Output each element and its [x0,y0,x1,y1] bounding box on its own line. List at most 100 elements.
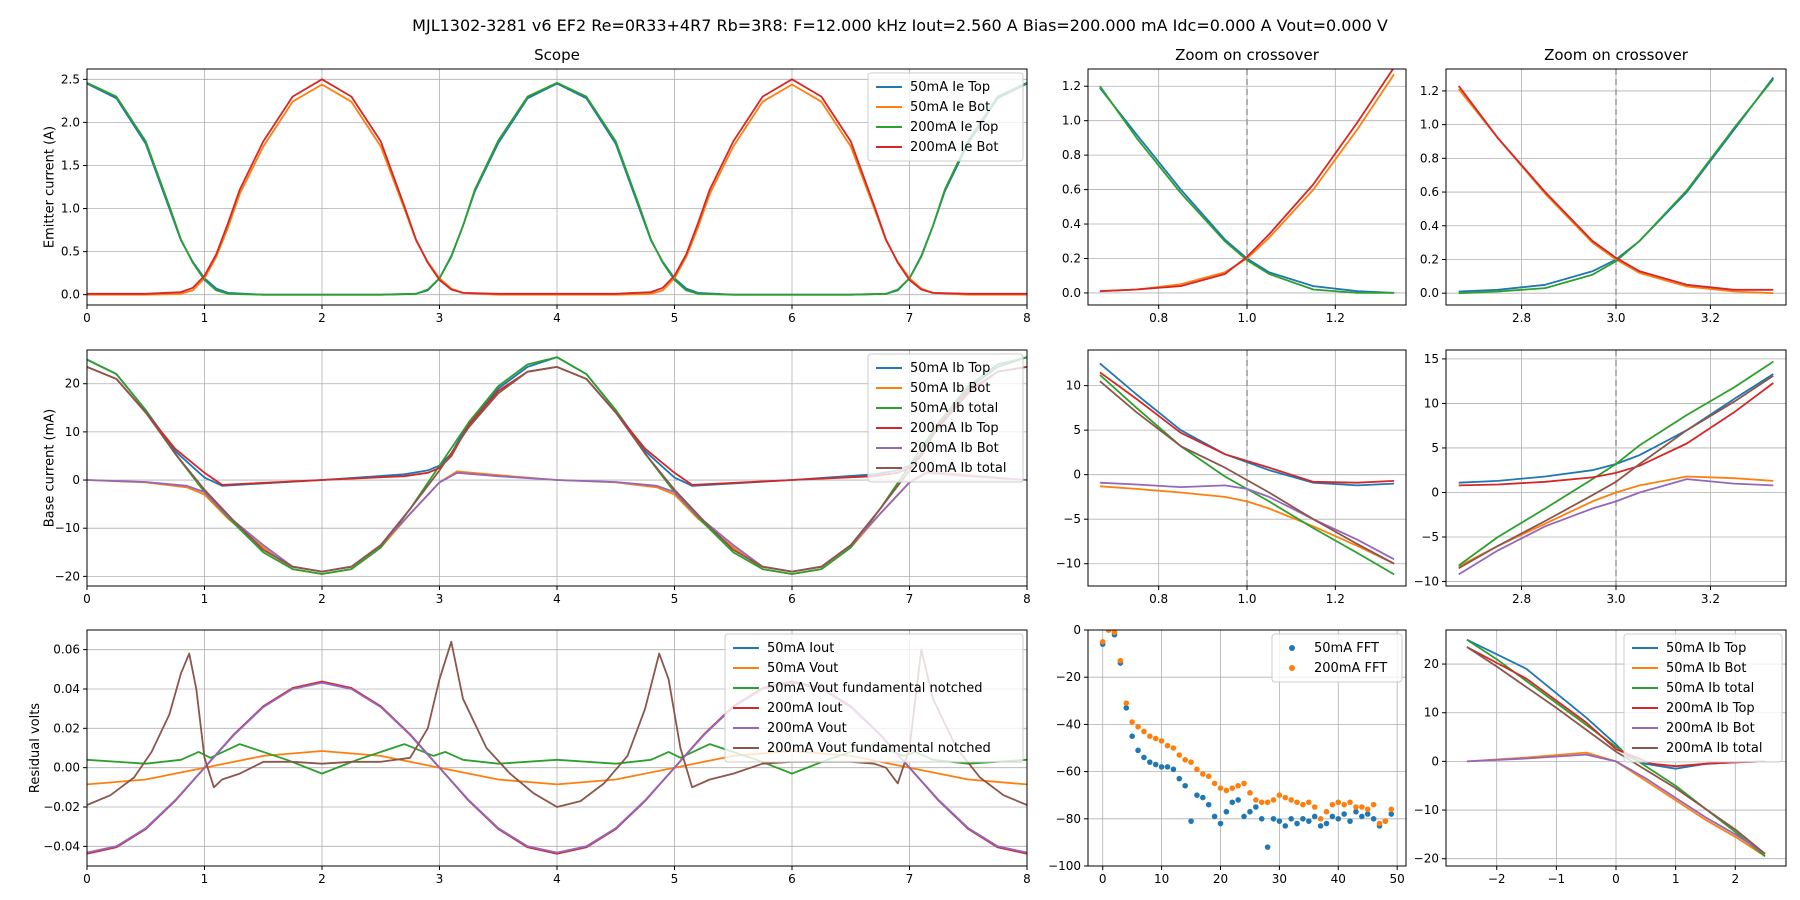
x-tick-label: 4 [553,872,561,886]
plot-area [1099,362,1395,576]
legend-box [724,633,1024,763]
legend-label: 50mA Vout fundamental notched [767,681,982,696]
data-point [1117,657,1124,664]
y-tick-label: −40 [1056,717,1081,731]
legend-box [1623,633,1783,763]
legend-label: 50mA Ib total [910,401,998,416]
chart-emitter-scope: 0 1 2 3 4 5 6 7 8 0.0 0.5 1.0 1.5 2.0 2.5 Scope Emitter … [42,46,1030,325]
y-tick-label: −5 [1421,530,1439,544]
y-tick-label: −80 [1056,812,1081,826]
x-tick-label: 6 [788,592,796,606]
data-point [1123,700,1130,706]
data-point [1105,630,1112,633]
data-point [1188,818,1194,824]
y-tick-label: −20 [55,569,80,583]
legend: 50mA FFT 200mA FFT [1271,633,1403,683]
data-point [1359,804,1365,810]
y-tick-label: −20 [1056,670,1081,684]
data-point [1194,766,1200,773]
series-line-50ma-ib-bot [1466,751,1766,858]
y-tick-label: 0 [1073,468,1081,482]
data-point [1306,799,1312,806]
data-point [1211,813,1218,820]
y-tick-label: −10 [1414,803,1439,817]
data-point [1294,799,1300,806]
y-tick-label: 1.5 [61,158,80,172]
y-tick-label: 1.0 [1062,114,1081,128]
data-point [1364,811,1371,817]
legend-box [867,353,1024,483]
legend: 50mA Ib Top 50mA Ib Bot 50mA Ib total 200mA… [1623,633,1783,763]
series-line-200ma-ib-total [1099,380,1395,565]
legend-label: 50mA Vout [767,661,838,676]
data-point [1164,764,1171,770]
series-line-200ma-vout-fundamental-notched [87,640,1027,808]
data-point [1200,771,1206,777]
y-tick-label: 0.4 [1420,219,1439,233]
data-point [1123,705,1130,711]
x-tick-label: 0 [1099,872,1107,886]
axes-title: Zoom on crossover [1175,46,1320,64]
data-point [1176,775,1183,782]
data-point [1141,728,1147,735]
x-tick-label: 2 [318,592,326,606]
series-line-200ma-ib-bot [1099,481,1395,561]
legend-box [1271,633,1403,683]
x-tick-label: 0 [83,311,91,325]
x-tick-label: 50 [1390,872,1405,886]
data-point [1370,801,1377,808]
y-tick-label: 10 [1424,396,1439,410]
chart-emitter-zoom-3: 2.8 3.0 3.2 0.0 0.2 0.4 0.6 0.8 1.0 1.2 Zoom on cr… [1420,46,1787,325]
series-line-200ma-ib-top [1458,382,1774,487]
legend: 50mA Iout 50mA Vout 50mA Vout fundamental … [724,633,1024,763]
legend-label: 50mA FFT [1314,641,1379,656]
data-point [1111,630,1118,636]
x-tick-label: 1 [201,311,209,325]
y-tick-label: 0.00 [53,761,80,775]
data-point [1270,816,1277,822]
x-tick-label: 8 [1023,872,1031,886]
x-tick-label: 3.0 [1606,592,1625,606]
plot-area [87,78,1027,296]
x-tick-label: −1 [1547,872,1565,886]
legend-label: 50mA Ib Bot [910,381,990,396]
x-tick-label: 8 [1023,592,1031,606]
x-tick-label: 1.0 [1237,592,1256,606]
y-tick-label: 10 [1424,706,1439,720]
plot-area [1457,76,1775,295]
data-point [1223,787,1230,794]
axes-root: 0 1 2 3 4 5 6 7 8 0.0 0.5 1.0 1.5 2.0 2.5 Scope Emitter … [28,46,1787,886]
legend-label: 50mA Ib Top [1666,641,1746,656]
legend: 50mA Ie Top 50mA Ie Bot 200mA Ie Top 200mA … [867,72,1024,162]
chart-base-zoom-1: 0.8 1.0 1.2 −10 −5 0 5 10 [1056,349,1407,606]
x-tick-label: 8 [1023,311,1031,325]
data-point [1217,820,1224,827]
x-tick-label: 3 [436,311,444,325]
x-tick-label: 1.2 [1326,592,1345,606]
legend-label: 50mA Iout [767,641,834,656]
series-line-200ma-ie-bot [1457,85,1774,291]
data-point [1182,782,1188,789]
data-point [1335,816,1342,822]
data-point [1205,801,1212,808]
legend-marker [1289,665,1295,671]
y-tick-label: 1.2 [1420,84,1439,98]
x-tick-label: 3.2 [1701,592,1720,606]
legend-box [867,72,1024,162]
data-point [1329,801,1336,808]
series-line-50ma-ib-bot [1099,485,1395,565]
legend-label: 50mA Ib total [1666,681,1754,696]
legend-label: 200mA Ib Bot [1666,721,1755,736]
y-tick-label: 2.5 [61,72,80,86]
x-tick-label: 1.0 [1237,311,1256,325]
y-tick-label: 0.8 [1420,151,1439,165]
y-tick-label: −60 [1056,765,1081,779]
chart-fft: 0 10 20 30 40 50 −100 −80 −60 −40 −20 0 50mA FFT 200m… [1048,623,1407,886]
figure-suptitle: MJL1302-3281 v6 EF2 Re=0R33+4R7 Rb=3R8: … [412,16,1388,35]
legend-label: 200mA Ib Top [1666,701,1755,716]
y-tick-label: −100 [1048,859,1081,873]
data-point [1270,797,1277,803]
y-tick-label: 0.04 [53,682,80,696]
